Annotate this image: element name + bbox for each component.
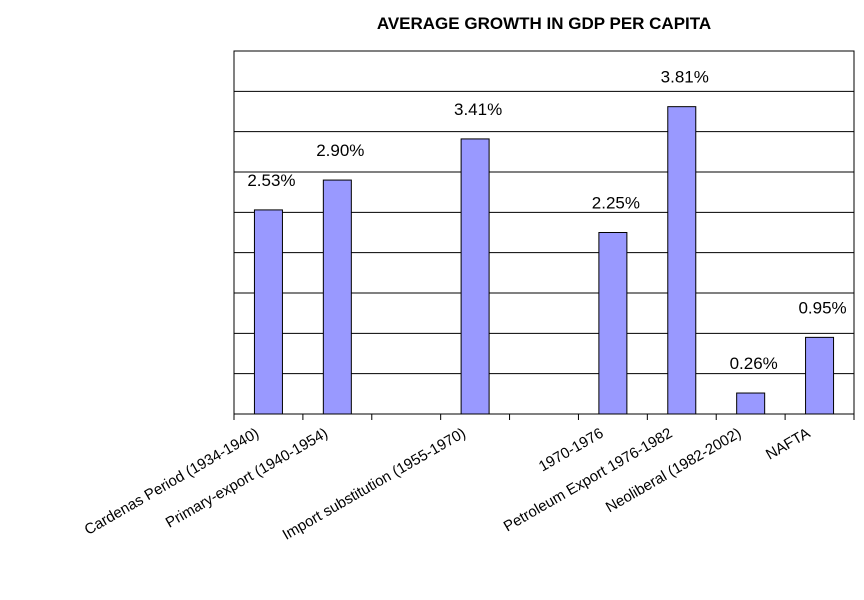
bar-0 bbox=[253, 209, 283, 415]
data-label-4: 3.81% bbox=[661, 68, 709, 87]
bar-2 bbox=[460, 138, 490, 415]
gridlines bbox=[234, 90, 854, 375]
data-label-6: 0.95% bbox=[798, 298, 846, 317]
x-axis-ticks bbox=[233, 414, 855, 420]
category-label-6: NAFTA bbox=[763, 425, 813, 464]
bar-6 bbox=[805, 336, 835, 415]
data-labels: 2.53% 2.90% 3.41% 2.25% 3.81% 0.26% 0.95% bbox=[247, 68, 846, 373]
data-label-1: 2.90% bbox=[316, 141, 364, 160]
data-label-5: 0.26% bbox=[730, 354, 778, 373]
bars bbox=[253, 106, 835, 415]
bar-5 bbox=[736, 392, 766, 415]
bar-1 bbox=[322, 179, 352, 415]
x-axis-category-labels: Cardenas Period (1934-1940)Primary-expor… bbox=[82, 425, 813, 544]
chart-title: AVERAGE GROWTH IN GDP PER CAPITA bbox=[376, 14, 712, 33]
data-label-3: 2.25% bbox=[592, 194, 640, 213]
bar-3 bbox=[598, 232, 628, 415]
data-label-2: 3.41% bbox=[454, 100, 502, 119]
bar-4 bbox=[667, 106, 697, 415]
data-label-0: 2.53% bbox=[247, 171, 295, 190]
